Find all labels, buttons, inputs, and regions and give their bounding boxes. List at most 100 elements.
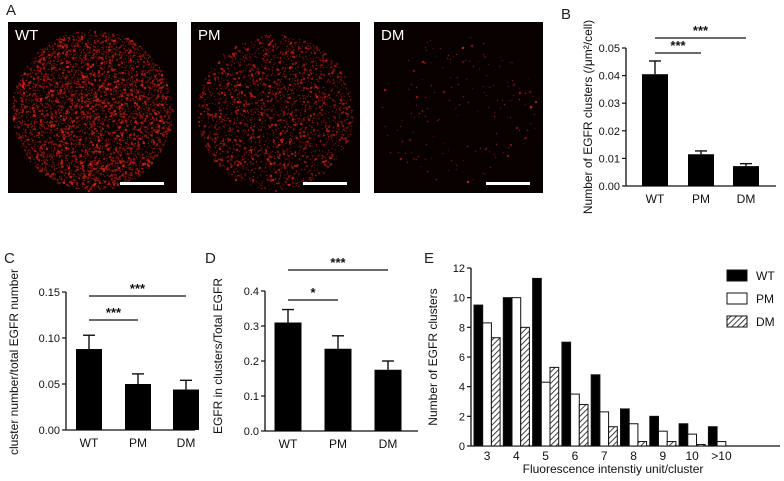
x-tick-label: DM xyxy=(379,437,398,451)
y-tick-label: 0.03 xyxy=(599,98,620,110)
bar-pm xyxy=(599,411,610,447)
bar-wt xyxy=(678,423,689,447)
x-tick-label: 9 xyxy=(660,449,667,463)
x-axis-label: Fluorescence intenstiy unit/cluster xyxy=(523,462,704,476)
y-tick-label: 0.3 xyxy=(244,321,259,333)
scale-bar xyxy=(486,182,530,185)
bar xyxy=(324,348,352,431)
significance-label: *** xyxy=(670,38,686,53)
panel-letter-b: B xyxy=(561,6,572,23)
y-tick-label: 0.01 xyxy=(599,153,620,165)
y-tick-label: 4 xyxy=(459,382,465,394)
micrograph-pm: PM xyxy=(191,22,360,193)
y-axis-label: Number of EGFR clusters xyxy=(426,288,440,425)
bar-pm xyxy=(511,297,522,447)
micrograph-label: PM xyxy=(198,27,221,44)
y-tick-label: 12 xyxy=(453,263,465,275)
y-axis-label: cluster number/total EGFR number xyxy=(7,269,21,455)
micrograph-dm-image xyxy=(374,22,543,193)
y-tick-label: 0.05 xyxy=(599,43,620,55)
bar-dm xyxy=(666,441,677,447)
x-tick-label: DM xyxy=(177,436,196,450)
bar-wt xyxy=(620,408,630,447)
x-tick-label: PM xyxy=(129,436,147,450)
bar xyxy=(733,166,759,186)
micrograph-label: DM xyxy=(381,27,405,44)
y-tick-label: 0.00 xyxy=(39,425,60,437)
bar-wt xyxy=(590,374,601,447)
x-tick-label: 3 xyxy=(484,449,491,463)
y-tick-label: 0.02 xyxy=(599,126,620,138)
legend-swatch xyxy=(726,315,748,328)
bar-pm xyxy=(482,322,492,447)
y-tick-label: 0.04 xyxy=(599,71,620,83)
micrograph-dm: DM xyxy=(374,22,543,193)
micrograph-pm-image xyxy=(191,22,360,193)
y-tick-label: 0.00 xyxy=(599,181,620,193)
x-tick-label: WT xyxy=(80,436,99,450)
y-axis-label: Number of EGFR clusters (/μm²/cell) xyxy=(581,20,595,214)
bar-dm xyxy=(578,403,589,447)
x-tick-label: 4 xyxy=(513,449,520,463)
bar-pm xyxy=(540,381,551,447)
x-tick-label: 6 xyxy=(572,449,579,463)
y-tick-label: 10 xyxy=(453,293,465,305)
bar xyxy=(274,322,302,431)
x-tick-label: DM xyxy=(737,192,756,206)
panel-letter-d: D xyxy=(205,250,216,267)
panel-letter-e: E xyxy=(424,250,435,267)
y-tick-label: 6 xyxy=(459,352,465,364)
x-tick-label: PM xyxy=(329,437,347,451)
legend-label: PM xyxy=(756,292,774,306)
y-axis-label: EGFR in clusters/Total EGFR xyxy=(211,278,225,434)
y-tick-label: 0.05 xyxy=(39,379,60,391)
bar-dm xyxy=(608,426,618,447)
bar-dm xyxy=(549,366,560,447)
bar-dm xyxy=(520,326,530,447)
x-tick-label: >10 xyxy=(711,449,732,463)
panel-letter-a: A xyxy=(6,2,17,19)
x-tick-label: 8 xyxy=(630,449,637,463)
y-tick-label: 0 xyxy=(459,441,465,453)
significance-label: *** xyxy=(106,305,122,320)
legend-swatch xyxy=(726,269,748,282)
micrograph-label: WT xyxy=(15,27,39,44)
bar-pm xyxy=(570,393,580,447)
x-tick-label: 5 xyxy=(542,449,549,463)
bar-wt xyxy=(561,341,572,447)
significance-label: * xyxy=(310,285,316,300)
bar xyxy=(374,369,402,431)
bar-wt xyxy=(532,277,542,447)
significance-label: *** xyxy=(330,255,346,270)
bar xyxy=(76,349,102,430)
y-tick-label: 0.4 xyxy=(244,286,259,298)
bar xyxy=(173,389,199,430)
x-tick-label: 7 xyxy=(601,449,608,463)
panel-letter-c: C xyxy=(4,250,15,267)
x-tick-label: PM xyxy=(692,192,710,206)
bar-pm xyxy=(658,430,668,447)
y-tick-label: 2 xyxy=(459,411,465,423)
bar-wt xyxy=(649,415,659,447)
bar-wt xyxy=(502,297,513,447)
bar-dm xyxy=(696,444,706,447)
micrograph-wt-image xyxy=(8,22,177,193)
legend-label: WT xyxy=(756,269,775,283)
y-tick-label: 8 xyxy=(459,322,465,334)
y-tick-label: 0.15 xyxy=(39,287,60,299)
micrograph-wt: WT xyxy=(8,22,177,193)
y-tick-label: 0.0 xyxy=(244,426,259,438)
scale-bar xyxy=(303,182,347,185)
bar xyxy=(642,74,668,186)
y-tick-label: 0.10 xyxy=(39,333,60,345)
scale-bar xyxy=(120,182,164,185)
bar-wt xyxy=(473,304,484,447)
bar xyxy=(125,384,151,430)
y-tick-label: 0.1 xyxy=(244,391,259,403)
bar-pm xyxy=(628,423,639,447)
y-tick-label: 0.2 xyxy=(244,356,259,368)
significance-label: *** xyxy=(693,23,709,38)
x-tick-label: WT xyxy=(279,437,298,451)
bar-pm xyxy=(716,441,727,447)
